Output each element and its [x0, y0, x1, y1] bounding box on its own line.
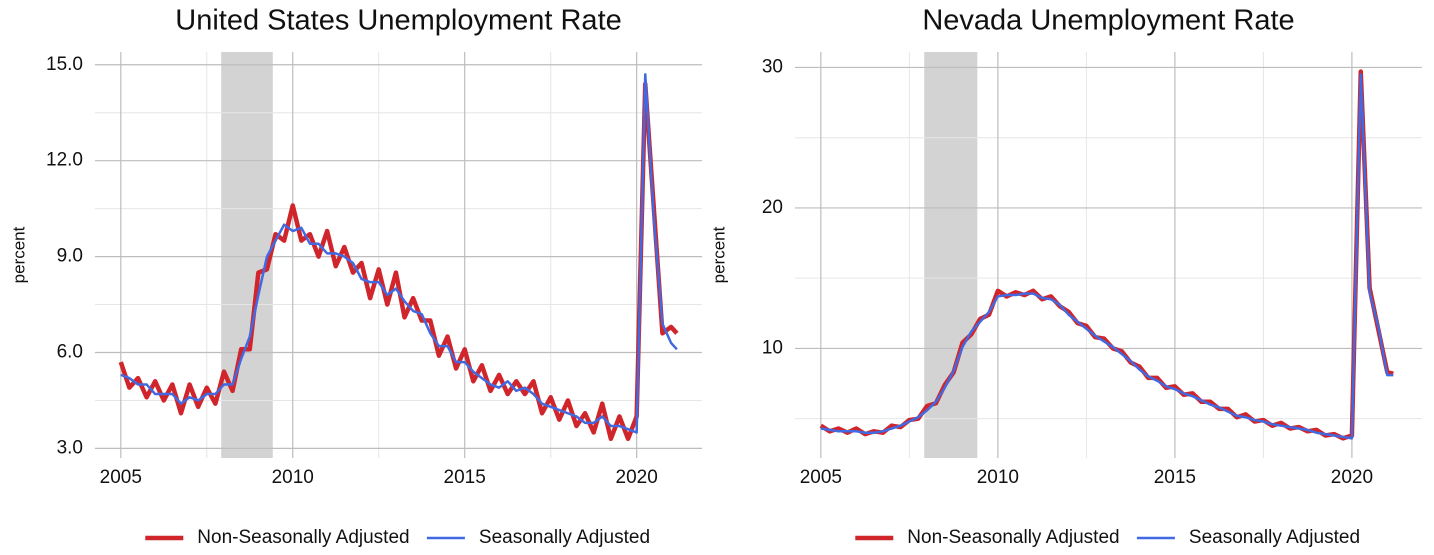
y-tick-label: 30	[762, 56, 783, 77]
y-tick-label: 3.0	[57, 437, 83, 458]
x-tick-label: 2010	[272, 467, 314, 488]
recession-shade	[924, 52, 978, 458]
legend-label: Non-Seasonally Adjusted	[197, 527, 409, 548]
x-tick-label: 2015	[1154, 467, 1196, 488]
legend-label: Seasonally Adjusted	[1189, 527, 1360, 548]
recession-shade	[221, 52, 273, 458]
series-line	[118, 81, 679, 442]
x-tick-label: 2015	[444, 467, 486, 488]
legend-label: Seasonally Adjusted	[479, 527, 650, 548]
y-tick-label: 10	[762, 337, 783, 358]
y-axis-label: percent	[9, 226, 28, 283]
y-tick-label: 12.0	[46, 150, 83, 171]
series-line	[820, 73, 1394, 440]
y-tick-label: 6.0	[57, 342, 83, 363]
legend-label: Non-Seasonally Adjusted	[907, 527, 1119, 548]
y-tick-label: 20	[762, 197, 783, 218]
series-line	[120, 73, 678, 434]
x-tick-label: 2010	[977, 467, 1019, 488]
x-tick-label: 2020	[616, 467, 658, 488]
x-tick-label: 2020	[1331, 467, 1373, 488]
y-tick-label: 15.0	[46, 54, 83, 75]
x-tick-label: 2005	[800, 467, 842, 488]
series-line	[819, 69, 1394, 441]
x-tick-label: 2005	[100, 467, 142, 488]
y-tick-label: 9.0	[57, 246, 83, 267]
chart-title: United States Unemployment Rate	[175, 5, 622, 37]
y-axis-label: percent	[709, 226, 728, 283]
chart-title: Nevada Unemployment Rate	[922, 5, 1294, 37]
